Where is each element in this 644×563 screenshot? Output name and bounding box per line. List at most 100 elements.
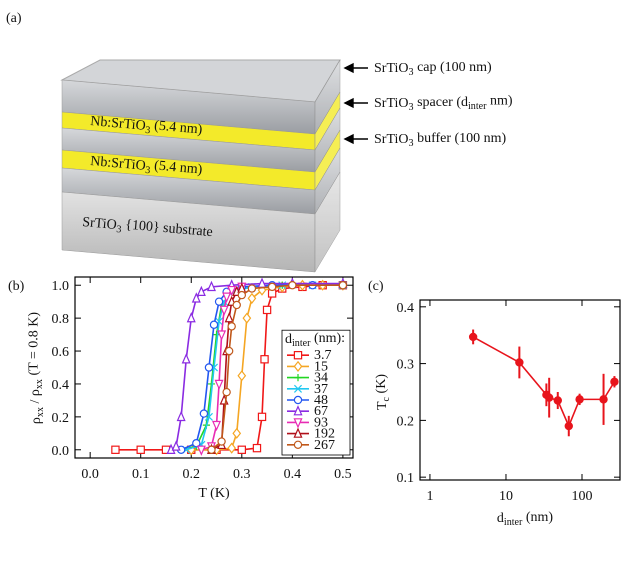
marker [575, 395, 584, 404]
y-axis-label-part: (T = 0.8 K) [27, 312, 42, 379]
annotation-part: cap (100 nm) [414, 60, 492, 75]
layer-label-part: Nb:SrTiO [90, 154, 147, 174]
marker [217, 437, 226, 446]
y-axis-label-part: c [381, 396, 392, 401]
marker [232, 300, 241, 310]
layer-label-part: SrTiO [82, 215, 118, 233]
layer-label-part: (5.4 nm) [150, 158, 203, 177]
marker [293, 405, 303, 416]
y-axis-label-part: xx [34, 379, 45, 389]
marker [242, 312, 252, 324]
panel-label: (c) [368, 279, 384, 294]
annotation-part: 3 [409, 102, 414, 113]
marker [219, 305, 229, 317]
y-tick-label: 0.4 [397, 301, 415, 316]
x-axis-label-part: d [497, 511, 504, 526]
marker [111, 445, 120, 454]
legend-label: 15 [314, 359, 328, 374]
marker [176, 410, 186, 422]
annotation-part: SrTiO [374, 61, 409, 76]
marker [237, 290, 246, 300]
y-axis-label-part: (K) [374, 374, 389, 397]
legend-label: 267 [314, 438, 335, 453]
y-axis-label-part: T [375, 401, 390, 410]
panel-label: (a) [6, 11, 22, 26]
x-tick-label: 0.1 [132, 467, 150, 482]
marker [252, 443, 262, 453]
marker [222, 387, 231, 397]
x-axis-label-part: T (K) [198, 486, 230, 501]
panel-label: (b) [8, 279, 25, 294]
x-tick-label: 0.4 [284, 467, 302, 482]
legend-label: 3.7 [314, 348, 332, 363]
x-axis-label-part: (nm) [522, 510, 553, 525]
marker [294, 374, 302, 382]
marker [199, 409, 209, 418]
annotation: SrTiO3 buffer (100 nm) [374, 131, 507, 149]
marker [260, 355, 269, 364]
arrows [343, 62, 368, 145]
annotation: SrTiO3 spacer (dinter nm) [374, 94, 513, 113]
marker [293, 427, 303, 438]
marker [293, 418, 303, 429]
annotation-part: SrTiO [374, 96, 409, 111]
x-axis-label: T (K) [198, 486, 230, 501]
arrow-head [343, 133, 354, 145]
layer-label: Nb:SrTiO3 (5.4 nm) [89, 153, 203, 181]
y-tick-label: 0.1 [397, 471, 415, 486]
marker [544, 393, 554, 402]
y-tick-label: 0.2 [52, 411, 70, 426]
marker [553, 396, 562, 405]
legend-title-part: inter [292, 338, 311, 349]
legend-label: 192 [314, 427, 335, 442]
marker [288, 281, 297, 290]
annotation-part: 3 [409, 138, 414, 149]
y-tick-label: 0.6 [52, 345, 70, 360]
marker [212, 420, 222, 432]
annotation: SrTiO3 cap (100 nm) [374, 60, 492, 78]
annotation-part: 3 [409, 67, 414, 78]
y-axis-label-part: xx [35, 407, 46, 417]
layer-label-part: 3 [145, 165, 151, 176]
marker [196, 285, 206, 297]
y-tick-label: 0.0 [52, 444, 70, 459]
y-axis-label: Tc (K) [374, 374, 392, 410]
marker [224, 312, 234, 323]
annotation-part: buffer (100 nm) [414, 131, 507, 146]
y-tick-label: 0.4 [52, 378, 70, 393]
marker [293, 351, 303, 360]
marker [293, 384, 303, 393]
x-tick-label: 1 [426, 489, 433, 504]
marker [222, 292, 232, 303]
marker [136, 445, 145, 454]
layer-side [314, 171, 341, 273]
y-tick-label: 0.3 [397, 358, 415, 373]
legend-label: 34 [314, 371, 328, 386]
y-axis-label-part: ρ [29, 417, 44, 424]
marker [247, 284, 257, 293]
legend-label: 48 [314, 393, 328, 408]
marker [209, 320, 219, 329]
layer-label: Nb:SrTiO3 (5.4 nm) [89, 113, 203, 141]
y-tick-label: 0.2 [397, 414, 415, 429]
annotation-part: nm) [486, 94, 512, 109]
marker [214, 297, 224, 306]
annotation-part: inter [468, 101, 487, 112]
marker [227, 285, 237, 297]
marker [227, 442, 237, 454]
x-axis-label: dinter (nm) [497, 510, 554, 528]
marker [293, 360, 303, 372]
arrow-head [343, 97, 354, 109]
marker [181, 353, 191, 364]
y-tick-label: 0.8 [52, 312, 70, 327]
marker [468, 332, 478, 342]
legend-title: dinter (nm): [285, 331, 345, 349]
marker [232, 427, 242, 439]
y-tick-label: 1.0 [52, 279, 70, 294]
marker [206, 280, 216, 292]
marker [610, 377, 619, 386]
annotation-part: SrTiO [374, 132, 409, 147]
x-tick-label: 0.0 [81, 467, 99, 482]
marker [257, 412, 267, 422]
